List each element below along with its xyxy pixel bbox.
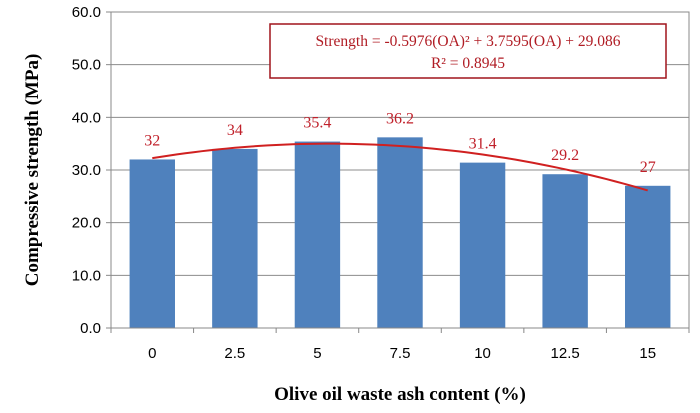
bars (129, 137, 671, 328)
data-label: 36.2 (386, 110, 414, 127)
bar (377, 137, 423, 328)
data-label: 35.4 (303, 115, 331, 132)
data-label: 29.2 (551, 147, 579, 164)
y-tick-label: 60.0 (72, 4, 101, 21)
y-tick-label: 20.0 (72, 215, 101, 232)
y-axis-title: Compressive strength (MPa) (22, 54, 43, 287)
y-axis-ticks: 0.0 10.0 20.0 30.0 40.0 50.0 60.0 (72, 4, 111, 337)
data-label: 27 (640, 159, 656, 176)
data-labels: 32 34 35.4 36.2 31.4 29.2 27 (144, 110, 655, 175)
y-tick-label: 40.0 (72, 109, 101, 126)
y-tick-label: 30.0 (72, 162, 101, 179)
trendline-equation: Strength = -0.5976(OA)² + 3.7595(OA) + 2… (315, 33, 620, 50)
x-tick-label: 2.5 (224, 345, 245, 362)
x-axis-title: Olive oil waste ash content (%) (274, 384, 526, 405)
bar (459, 162, 506, 328)
data-label: 32 (144, 132, 160, 149)
trendline (152, 142, 648, 192)
x-tick-label: 15 (639, 345, 656, 362)
x-tick-label: 7.5 (390, 345, 411, 362)
y-tick-label: 10.0 (72, 267, 101, 284)
x-tick-label: 5 (313, 345, 321, 362)
data-label: 34 (227, 122, 243, 139)
x-axis-ticks: 0 2.5 5 7.5 10 12.5 15 (110, 328, 690, 362)
equation-box (269, 23, 667, 79)
bar (542, 174, 588, 328)
data-label: 31.4 (469, 136, 497, 153)
bar (625, 185, 671, 328)
x-tick-label: 10 (474, 345, 491, 362)
y-tick-label: 0.0 (80, 320, 101, 337)
x-tick-label: 0 (148, 345, 156, 362)
bar (129, 159, 175, 328)
bar (294, 141, 341, 328)
trendline-r-squared: R² = 0.8945 (431, 55, 505, 72)
y-tick-label: 50.0 (72, 57, 101, 74)
x-tick-label: 12.5 (551, 345, 580, 362)
bar (212, 148, 258, 328)
